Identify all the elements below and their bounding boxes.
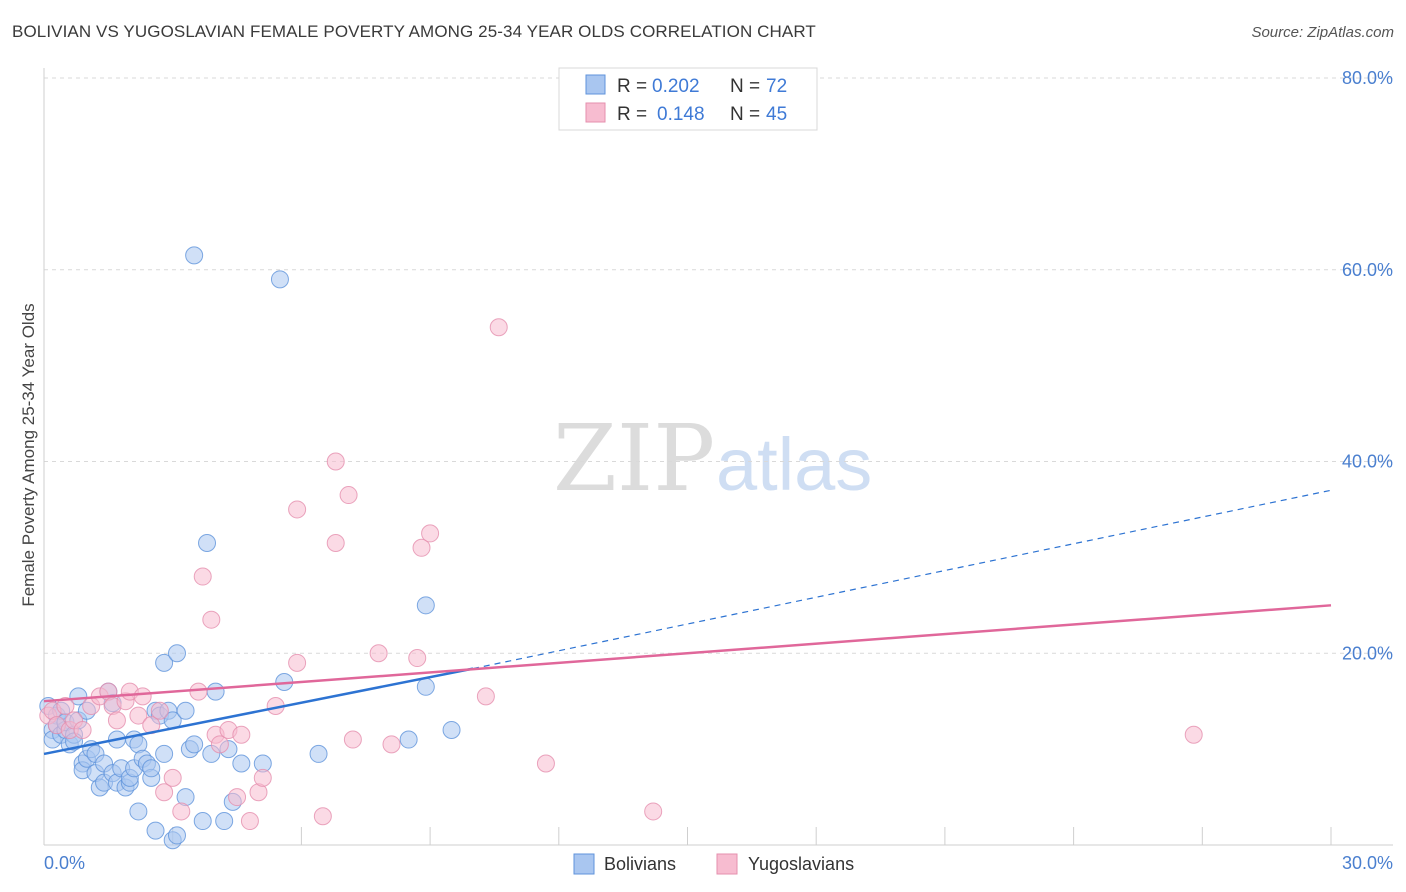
yugoslavians-point-45 <box>489 318 508 337</box>
bolivians-point-42 <box>146 821 165 840</box>
bolivians-point-52 <box>176 701 195 720</box>
yugoslavians-points <box>39 318 1203 831</box>
y-tick-label-0: 20.0% <box>1342 643 1393 663</box>
legend-r-value-1: 0.202 <box>652 76 700 97</box>
yugoslavians-point-38 <box>339 486 358 505</box>
bolivians-point-59 <box>206 682 225 701</box>
bolivians-point-60 <box>215 812 234 831</box>
x-tick-labels: 0.0% 30.0% <box>44 853 1393 873</box>
bolivians-point-69 <box>416 677 435 696</box>
legend-swatch-bolivians <box>585 74 606 95</box>
yugoslavians-point-11 <box>107 711 126 730</box>
yugoslavians-point-35 <box>313 807 332 826</box>
series-legend: Bolivians Yugoslavians <box>573 853 854 875</box>
x-tick-marks <box>172 827 1332 845</box>
yugoslavians-point-31 <box>253 768 272 787</box>
bolivians-trend-line <box>43 667 474 756</box>
yugoslavians-point-21 <box>189 682 208 701</box>
yugoslavians-point-19 <box>163 768 182 787</box>
bolivians-point-55 <box>185 735 204 754</box>
yugoslavians-point-25 <box>210 735 229 754</box>
yugoslavians-point-49 <box>1184 725 1203 744</box>
yugoslavians-point-48 <box>644 802 663 821</box>
bolivians-point-50 <box>167 644 186 663</box>
bolivians-point-40 <box>142 759 161 778</box>
legend-swatch-yugoslavians <box>585 102 606 123</box>
bolivians-point-67 <box>309 744 328 763</box>
yugoslavians-point-14 <box>129 706 148 725</box>
yugoslavians-point-3 <box>56 696 75 715</box>
bolivians-point-44 <box>155 744 174 763</box>
legend-n-value-2: 45 <box>766 104 787 125</box>
x-tick-label-1: 30.0% <box>1342 853 1393 873</box>
yugoslavians-point-46 <box>476 687 495 706</box>
yugoslavians-point-27 <box>228 788 247 807</box>
yugoslavians-point-23 <box>202 610 221 629</box>
yugoslavians-point-43 <box>412 538 431 557</box>
yugoslavians-point-34 <box>288 500 307 519</box>
y-tick-label-3: 80.0% <box>1342 68 1393 88</box>
source-label: Source: ZipAtlas.com <box>1251 24 1394 41</box>
yugoslavians-point-6 <box>73 720 92 739</box>
chart-title: BOLIVIAN VS YUGOSLAVIAN FEMALE POVERTY A… <box>12 22 816 41</box>
yugoslavians-point-20 <box>172 802 191 821</box>
yugoslavians-point-18 <box>155 783 174 802</box>
y-tick-labels: 20.0% 40.0% 60.0% 80.0% <box>1342 68 1393 663</box>
yugoslavians-point-15 <box>133 687 152 706</box>
bolivians-point-57 <box>198 533 217 552</box>
yugoslavians-point-47 <box>536 754 555 773</box>
bolivians-point-13 <box>69 687 88 706</box>
x-tick-label-0: 0.0% <box>44 853 85 873</box>
legend-r-value-2: 0.148 <box>657 104 705 125</box>
yugoslavians-point-36 <box>326 452 345 471</box>
y-tick-label-1: 40.0% <box>1342 452 1393 472</box>
legend-n-value-1: 72 <box>766 76 787 97</box>
bolivians-points <box>39 246 461 850</box>
yugoslavians-point-17 <box>150 701 169 720</box>
watermark: ZIP atlas <box>553 405 872 512</box>
legend-r-label-1: R = <box>617 76 647 97</box>
yugoslavians-point-22 <box>193 567 212 586</box>
yugoslavians-point-33 <box>288 653 307 672</box>
yugoslavians-trend-line <box>43 604 1332 703</box>
bottom-legend-bolivians: Bolivians <box>604 854 676 874</box>
yugoslavians-point-40 <box>369 644 388 663</box>
legend-n-label-1: N = <box>730 76 760 97</box>
gridlines <box>44 77 1393 654</box>
bolivians-point-71 <box>442 720 461 739</box>
bolivians-point-49 <box>167 826 186 845</box>
bolivians-point-45 <box>155 653 174 672</box>
watermark-atlas: atlas <box>716 423 872 506</box>
bottom-swatch-bolivians <box>573 853 595 875</box>
bottom-legend-yugoslavians: Yugoslavians <box>748 854 854 874</box>
yugoslavians-point-39 <box>343 730 362 749</box>
yugoslavians-point-44 <box>421 524 440 543</box>
watermark-zip: ZIP <box>553 405 715 512</box>
bolivians-point-56 <box>193 812 212 831</box>
bolivians-point-70 <box>416 596 435 615</box>
correlation-legend: R = 0.202 N = 72 R = 0.148 N = 45 <box>558 67 818 131</box>
y-axis-label: Female Poverty Among 25-34 Year Olds <box>19 303 38 606</box>
bottom-swatch-yugoslavians <box>716 853 738 875</box>
bolivians-point-63 <box>232 754 251 773</box>
trend-lines <box>43 489 1332 756</box>
bolivians-trend-extension <box>472 489 1332 670</box>
bolivians-point-68 <box>399 730 418 749</box>
yugoslavians-point-41 <box>382 735 401 754</box>
legend-r-label-2: R = <box>617 104 647 125</box>
bolivians-point-54 <box>185 246 204 265</box>
y-tick-label-2: 60.0% <box>1342 260 1393 280</box>
yugoslavians-point-29 <box>240 812 259 831</box>
yugoslavians-point-28 <box>232 725 251 744</box>
bolivians-point-66 <box>270 270 289 289</box>
yugoslavians-point-37 <box>326 533 345 552</box>
legend-n-label-2: N = <box>730 104 760 125</box>
bolivians-point-36 <box>129 802 148 821</box>
yugoslavians-point-42 <box>408 649 427 668</box>
